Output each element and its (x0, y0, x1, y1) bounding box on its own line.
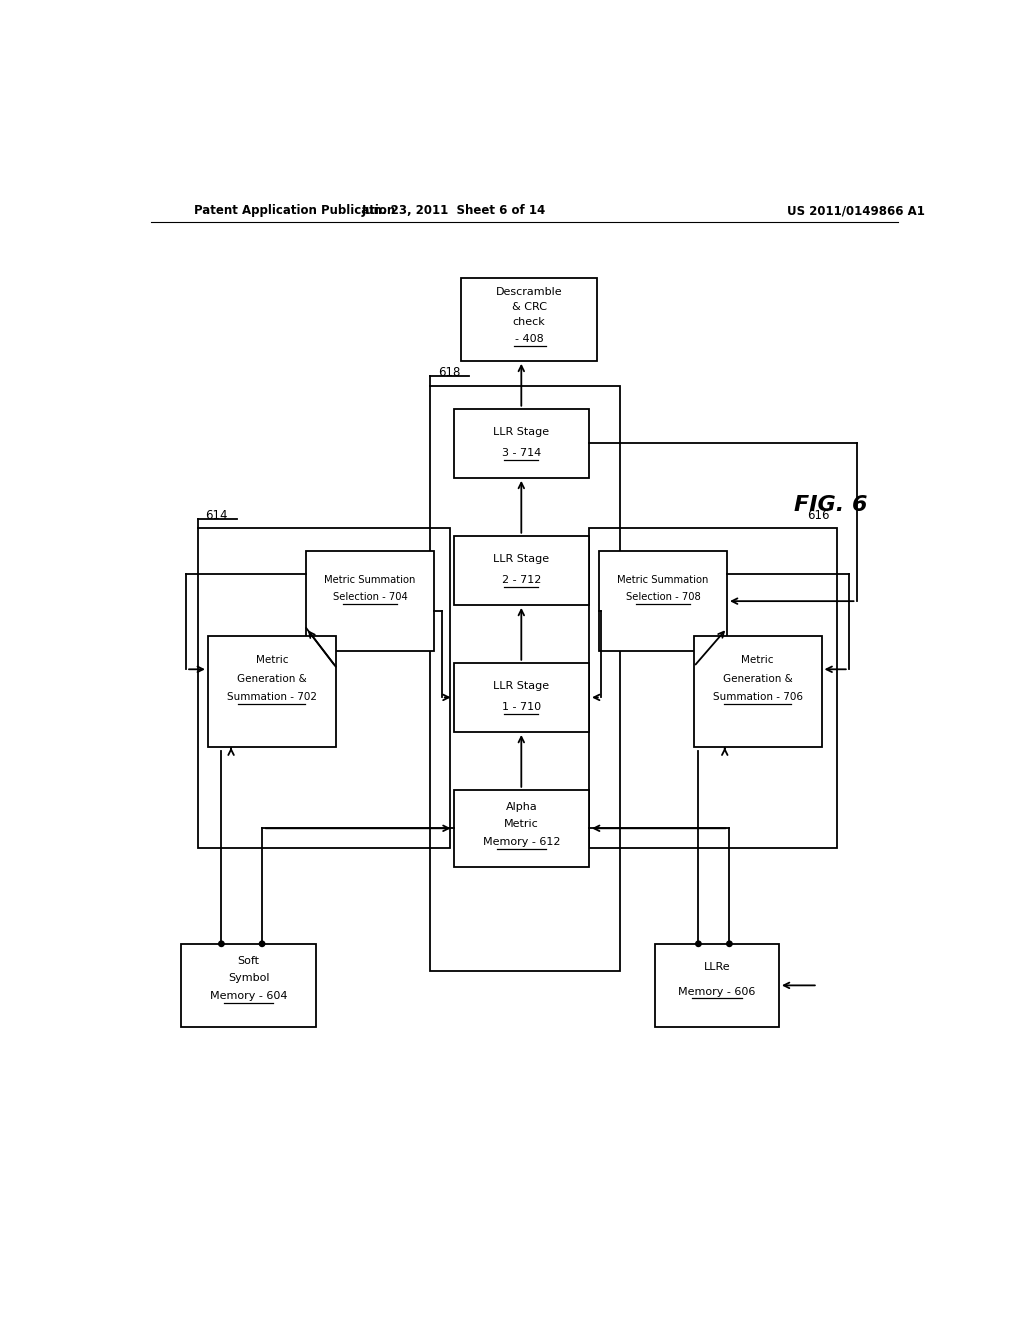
Text: US 2011/0149866 A1: US 2011/0149866 A1 (786, 205, 925, 218)
Bar (655, 944, 779, 1027)
Text: 1 - 710: 1 - 710 (502, 702, 541, 713)
Text: Metric: Metric (256, 656, 288, 665)
Text: 2 - 712: 2 - 712 (502, 576, 541, 585)
Text: Selection - 704: Selection - 704 (333, 593, 408, 602)
Text: Jun. 23, 2011  Sheet 6 of 14: Jun. 23, 2011 Sheet 6 of 14 (361, 205, 546, 218)
Bar (430, 385, 621, 970)
Text: Alpha: Alpha (506, 801, 538, 812)
Text: Patent Application Publication: Patent Application Publication (194, 205, 395, 218)
Bar (454, 536, 589, 605)
Text: Metric Summation: Metric Summation (617, 576, 709, 585)
Text: Generation &: Generation & (723, 675, 793, 684)
Bar (180, 944, 316, 1027)
Text: Soft: Soft (238, 956, 259, 966)
Text: & CRC: & CRC (512, 302, 547, 312)
Text: Selection - 708: Selection - 708 (626, 593, 700, 602)
Bar (208, 636, 336, 747)
Text: Symbol: Symbol (227, 973, 269, 982)
Bar (198, 528, 450, 847)
Text: - 408: - 408 (515, 334, 544, 345)
Text: 3 - 714: 3 - 714 (502, 449, 541, 458)
Text: Memory - 604: Memory - 604 (210, 991, 288, 1001)
Bar (454, 409, 589, 478)
Bar (589, 528, 838, 847)
Bar (454, 789, 589, 867)
Circle shape (695, 941, 701, 946)
Text: FIG. 6: FIG. 6 (795, 495, 868, 515)
Bar (306, 552, 434, 651)
Text: LLR Stage: LLR Stage (494, 554, 549, 564)
Text: LLRe: LLRe (703, 962, 730, 972)
Text: LLR Stage: LLR Stage (494, 681, 549, 690)
Text: Memory - 612: Memory - 612 (482, 837, 560, 847)
Text: Metric Summation: Metric Summation (325, 576, 416, 585)
Text: Descramble: Descramble (496, 286, 562, 297)
Text: Generation &: Generation & (237, 675, 306, 684)
Text: LLR Stage: LLR Stage (494, 426, 549, 437)
Text: Summation - 706: Summation - 706 (713, 693, 803, 702)
Bar (461, 277, 597, 360)
Text: 616: 616 (807, 508, 829, 521)
Text: 618: 618 (438, 367, 461, 379)
Circle shape (219, 941, 224, 946)
Text: Metric: Metric (504, 818, 539, 829)
Bar (693, 636, 821, 747)
Circle shape (259, 941, 265, 946)
Bar (599, 552, 727, 651)
Text: 614: 614 (206, 508, 228, 521)
Text: Memory - 606: Memory - 606 (678, 986, 756, 997)
Bar (454, 663, 589, 733)
Circle shape (727, 941, 732, 946)
Text: Summation - 702: Summation - 702 (226, 693, 316, 702)
Text: check: check (513, 317, 546, 327)
Text: Metric: Metric (741, 656, 774, 665)
